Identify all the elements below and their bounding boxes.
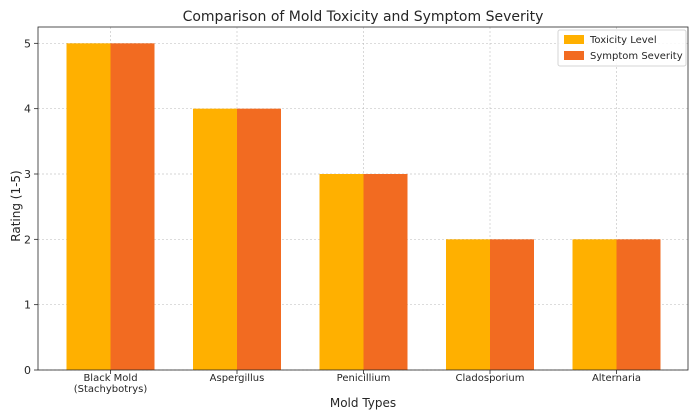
- bar-symptom-0: [110, 43, 155, 370]
- bar-toxicity-0: [66, 43, 111, 370]
- x-tick-label: Aspergillus: [210, 373, 265, 384]
- bar-toxicity-1: [193, 108, 237, 371]
- y-tick-label: 3: [24, 168, 31, 181]
- bar-toxicity-4: [572, 239, 617, 370]
- x-tick-label: Penicillium: [337, 373, 391, 384]
- legend-box: [557, 29, 687, 67]
- legend-swatch-symptom: [564, 51, 584, 60]
- x-tick-label: Black Mold: [83, 373, 137, 384]
- legend-label-toxicity: Toxicity Level: [589, 35, 657, 46]
- y-tick-label: 5: [24, 37, 31, 50]
- x-axis-label: Mold Types: [330, 396, 396, 410]
- legend-swatch-toxicity: [564, 35, 584, 44]
- y-tick-label: 2: [24, 233, 31, 246]
- bar-toxicity-2: [319, 174, 364, 370]
- chart-title: Comparison of Mold Toxicity and Symptom …: [183, 9, 544, 25]
- bar-toxicity-3: [446, 239, 490, 370]
- bars-layer: [66, 43, 661, 371]
- x-tick-label: Alternaria: [592, 373, 641, 384]
- axes-layer: [37, 26, 689, 371]
- y-tick-label: 4: [24, 103, 31, 116]
- legend-label-symptom: Symptom Severity: [590, 51, 683, 62]
- y-axis-label: Rating (1-5): [9, 170, 23, 241]
- x-tick-label: (Stachybotrys): [74, 384, 148, 395]
- legend: Toxicity Level Symptom Severity: [557, 29, 687, 67]
- bar-symptom-3: [490, 239, 534, 370]
- bar-symptom-4: [616, 239, 661, 370]
- y-tick-label: 1: [24, 299, 31, 312]
- y-tick-label: 0: [24, 364, 31, 377]
- ticks-layer: 0 1 2 3 4 5 Black Mold(Stachybotrys) Aspergillu…: [24, 37, 641, 395]
- plot-frame: [37, 26, 689, 371]
- bar-symptom-2: [363, 174, 408, 370]
- bar-symptom-1: [237, 108, 281, 371]
- x-tick-label: Cladosporium: [456, 373, 525, 384]
